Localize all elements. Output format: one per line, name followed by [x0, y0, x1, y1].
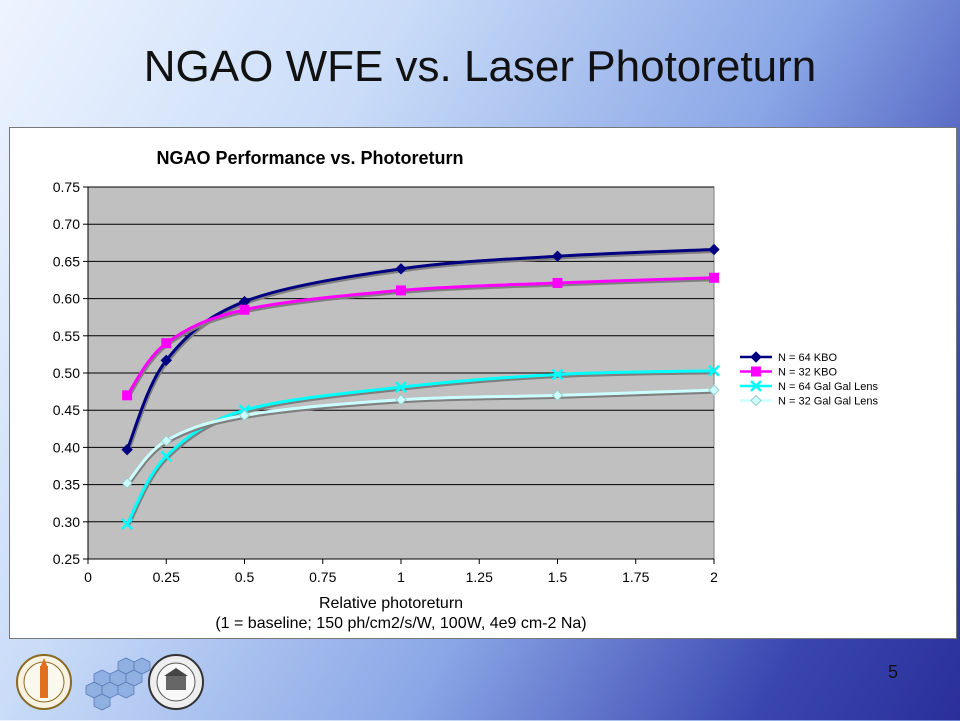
y-tick-label: 0.45 — [53, 402, 80, 418]
data-point — [160, 354, 172, 367]
y-tick-label: 0.60 — [53, 291, 80, 307]
y-tick-label: 0.65 — [53, 253, 80, 269]
y-tick-label: 0.35 — [53, 477, 80, 493]
legend-label: N = 32 Gal Gal Lens — [778, 396, 878, 408]
data-point — [708, 364, 720, 377]
x-axis-sublabel: (1 = baseline; 150 ph/cm2/s/W, 100W, 4e9… — [215, 615, 586, 632]
data-point — [395, 394, 407, 406]
caltech-seal-icon — [16, 654, 72, 710]
data-point — [160, 450, 173, 463]
x-tick-label: 1.5 — [548, 569, 568, 585]
legend-label: N = 64 KBO — [778, 352, 837, 364]
x-axis-label: Relative photoreturn — [319, 595, 463, 612]
slide-title: NGAO WFE vs. Laser Photoreturn — [143, 42, 817, 91]
x-tick-label: 2 — [710, 569, 718, 585]
data-point — [121, 477, 133, 489]
x-tick-label: 0.75 — [309, 569, 336, 585]
data-point — [551, 250, 564, 262]
y-tick-label: 0.70 — [53, 216, 80, 232]
data-point — [121, 443, 133, 456]
data-point — [239, 304, 250, 315]
legend-marker — [751, 366, 761, 377]
y-tick-label: 0.25 — [53, 551, 80, 567]
x-tick-label: 1 — [397, 569, 405, 585]
legend-marker — [750, 394, 762, 407]
legend-marker — [750, 351, 762, 363]
data-point — [552, 277, 563, 288]
data-point — [238, 409, 251, 422]
data-point — [709, 272, 719, 283]
y-tick-label: 0.30 — [53, 514, 80, 530]
data-point — [121, 518, 134, 530]
x-tick-label: 1.75 — [622, 569, 649, 585]
data-point — [708, 243, 720, 256]
legend-marker — [750, 380, 762, 392]
data-point — [122, 390, 133, 401]
mirror-segments-icon — [85, 657, 151, 711]
y-tick-label: 0.40 — [53, 439, 80, 455]
page-number: 5 — [887, 662, 898, 682]
uc-seal-icon — [148, 654, 204, 710]
data-point — [551, 389, 564, 402]
data-point — [551, 368, 564, 381]
y-tick-label: 0.75 — [53, 179, 80, 195]
legend-label: N = 32 KBO — [778, 367, 837, 379]
data-point — [708, 384, 720, 396]
data-point — [396, 285, 406, 296]
y-tick-label: 0.50 — [53, 365, 80, 381]
data-point — [160, 434, 172, 447]
chart-title: NGAO Performance vs. Photoreturn — [156, 148, 463, 168]
legend-label: N = 64 Gal Gal Lens — [778, 381, 878, 393]
x-tick-label: 1.25 — [466, 569, 493, 585]
x-tick-label: 0.25 — [153, 569, 180, 585]
data-point — [395, 381, 407, 394]
chart-area: NGAO Performance vs. Photoreturn 0.25 0.3… — [9, 127, 957, 639]
y-tick-label: 0.55 — [53, 328, 80, 344]
chart-svg: NGAO Performance vs. Photoreturn 0.25 0.3… — [53, 148, 879, 632]
x-tick-label: 0.5 — [235, 569, 255, 585]
data-point — [161, 338, 172, 349]
logo-strip — [14, 648, 214, 716]
data-point — [395, 263, 407, 275]
x-tick-label: 0 — [84, 569, 92, 585]
